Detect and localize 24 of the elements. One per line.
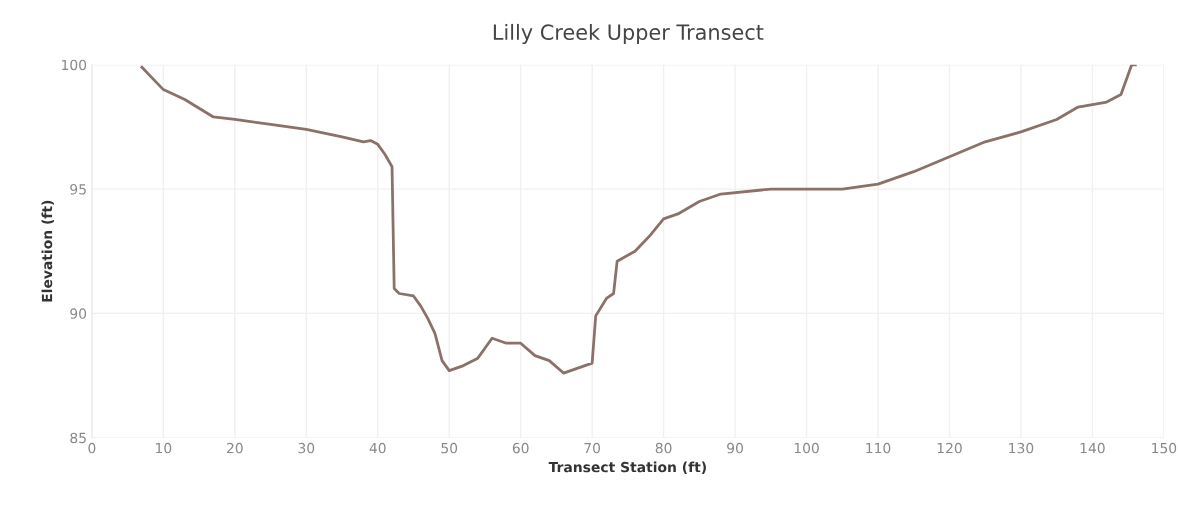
x-tick-label: 120 — [937, 442, 962, 454]
y-tick-label: 90 — [70, 308, 87, 319]
x-tick-label: 100 — [794, 442, 819, 454]
x-tick-label: 50 — [441, 442, 458, 454]
chart-title: Lilly Creek Upper Transect — [493, 23, 764, 45]
x-tick-label: 150 — [1152, 442, 1177, 454]
x-tick-label: 60 — [512, 442, 529, 454]
y-tick-label: 85 — [70, 432, 86, 444]
y-tick-label: 95 — [70, 184, 86, 195]
x-tick-label: 20 — [227, 442, 243, 454]
x-tick-label: 140 — [1080, 442, 1105, 454]
x-tick-label: 130 — [1009, 442, 1034, 454]
x-tick-label: 30 — [298, 442, 315, 454]
x-tick-label: 10 — [156, 442, 172, 454]
x-tick-label: 90 — [727, 442, 743, 454]
y-axis-title: Elevation (ft) — [41, 200, 54, 302]
y-tick-label: 100 — [62, 59, 87, 71]
x-tick-label: 110 — [866, 442, 891, 454]
x-tick-label: 70 — [584, 442, 601, 454]
x-tick-label: 0 — [88, 442, 96, 454]
line-series — [140, 64, 1137, 375]
x-tick-label: 40 — [369, 442, 386, 454]
x-tick-label: 80 — [655, 442, 672, 454]
x-axis-title: Transect Station (ft) — [548, 461, 706, 474]
